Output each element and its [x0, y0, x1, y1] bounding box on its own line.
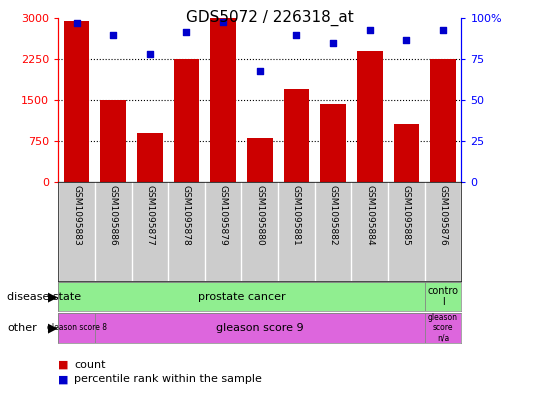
Text: ▶: ▶	[48, 321, 58, 334]
Bar	[425, 313, 461, 343]
Point	[219, 18, 227, 25]
Bar	[284, 89, 309, 182]
Text: GSM1095883: GSM1095883	[72, 185, 81, 245]
Text: GSM1095884: GSM1095884	[365, 185, 374, 245]
Bar	[320, 104, 346, 182]
Text: percentile rank within the sample: percentile rank within the sample	[74, 374, 262, 384]
Bar	[174, 59, 199, 182]
Bar	[393, 125, 419, 182]
Point	[439, 27, 447, 33]
Bar	[430, 59, 456, 182]
Text: GSM1095879: GSM1095879	[219, 185, 227, 245]
Text: gleason
score
n/a: gleason score n/a	[428, 313, 458, 343]
Point	[182, 28, 191, 35]
Text: other: other	[7, 323, 37, 333]
Point	[402, 37, 411, 43]
Point	[365, 27, 374, 33]
Bar	[100, 100, 126, 182]
Text: GSM1095882: GSM1095882	[329, 185, 337, 245]
Text: GSM1095885: GSM1095885	[402, 185, 411, 245]
Bar	[247, 138, 273, 182]
Text: disease state: disease state	[7, 292, 81, 301]
Bar	[95, 313, 425, 343]
Text: gleason score 9: gleason score 9	[216, 323, 303, 333]
Point	[72, 20, 81, 26]
Text: contro
l: contro l	[427, 286, 459, 307]
Bar	[58, 313, 95, 343]
Bar	[137, 132, 163, 182]
Bar	[64, 21, 89, 182]
Text: GSM1095878: GSM1095878	[182, 185, 191, 245]
Text: gleason score 8: gleason score 8	[46, 323, 107, 332]
Point	[255, 68, 264, 74]
Point	[292, 31, 301, 38]
Text: ■: ■	[58, 374, 68, 384]
Text: GSM1095876: GSM1095876	[439, 185, 447, 245]
Bar	[425, 282, 461, 311]
Point	[329, 40, 337, 46]
Text: GSM1095886: GSM1095886	[109, 185, 118, 245]
Text: count: count	[74, 360, 106, 370]
Point	[146, 51, 154, 57]
Text: GSM1095880: GSM1095880	[255, 185, 264, 245]
Text: ■: ■	[58, 360, 68, 370]
Text: GSM1095881: GSM1095881	[292, 185, 301, 245]
Bar	[210, 18, 236, 182]
Text: GDS5072 / 226318_at: GDS5072 / 226318_at	[185, 10, 354, 26]
Text: GSM1095877: GSM1095877	[146, 185, 154, 245]
Point	[109, 31, 118, 38]
Text: prostate cancer: prostate cancer	[198, 292, 285, 301]
Text: ▶: ▶	[48, 290, 58, 303]
Bar	[357, 51, 383, 182]
